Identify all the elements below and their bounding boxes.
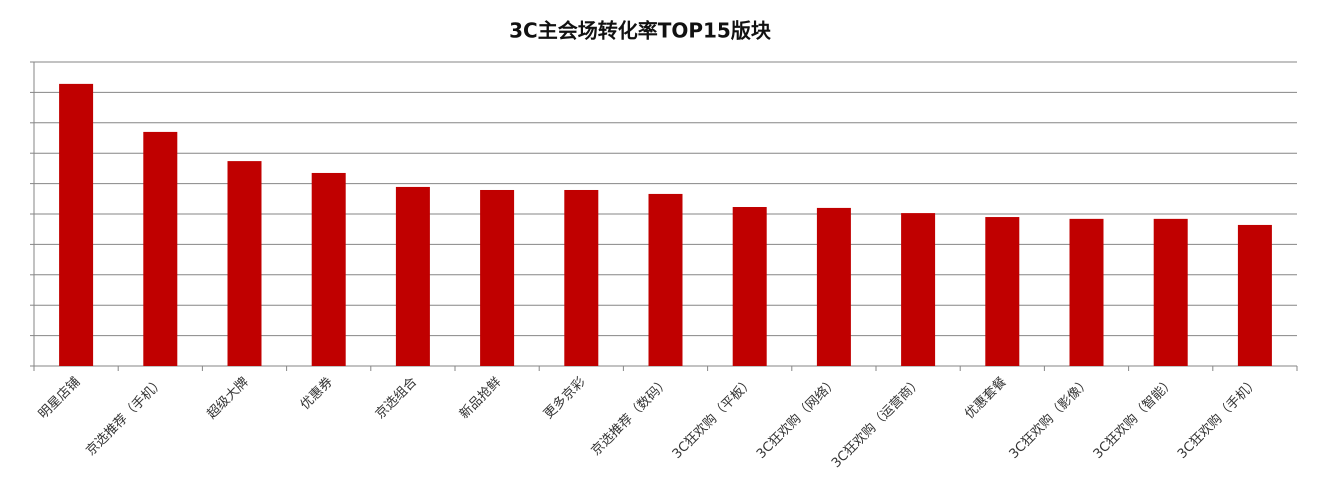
bar (227, 161, 262, 366)
x-tick-label: 3C狂欢购（网络） (753, 374, 841, 462)
chart-title: 3C主会场转化率TOP15版块 (509, 19, 772, 43)
bar (59, 83, 94, 366)
x-tick-label: 明星店铺 (36, 375, 83, 422)
x-tick-label: 京选组合 (373, 375, 420, 422)
x-tick-label: 3C狂欢购（智能） (1090, 374, 1178, 462)
x-tick-label: 3C狂欢购（平板） (669, 374, 757, 462)
bar (732, 207, 767, 366)
x-tick-label: 京选推荐（数码） (589, 375, 673, 459)
x-tick-label: 新品抢鲜 (456, 374, 504, 422)
x-tick-label: 优惠券 (297, 374, 336, 413)
x-tick-label: 超级大牌 (204, 374, 252, 422)
x-tick-label: 更多京彩 (541, 374, 589, 422)
x-tick-label: 京选推荐（手机） (83, 375, 167, 459)
bar (816, 207, 851, 366)
x-tick-label: 3C狂欢购（运营商） (828, 374, 925, 471)
bar (1153, 218, 1188, 366)
bar (395, 186, 430, 366)
bar (1069, 218, 1104, 366)
bar (143, 131, 178, 366)
x-tick-label: 3C狂欢购（影像） (1006, 374, 1094, 462)
bar (648, 193, 683, 366)
bar (1237, 224, 1272, 366)
bar (480, 189, 515, 366)
bar (564, 189, 599, 366)
bar (985, 217, 1020, 366)
x-tick-label: 3C狂欢购（手机） (1174, 374, 1262, 462)
x-tick-label: 优惠套餐 (962, 374, 1010, 422)
bar (901, 213, 936, 366)
bar (311, 172, 346, 366)
